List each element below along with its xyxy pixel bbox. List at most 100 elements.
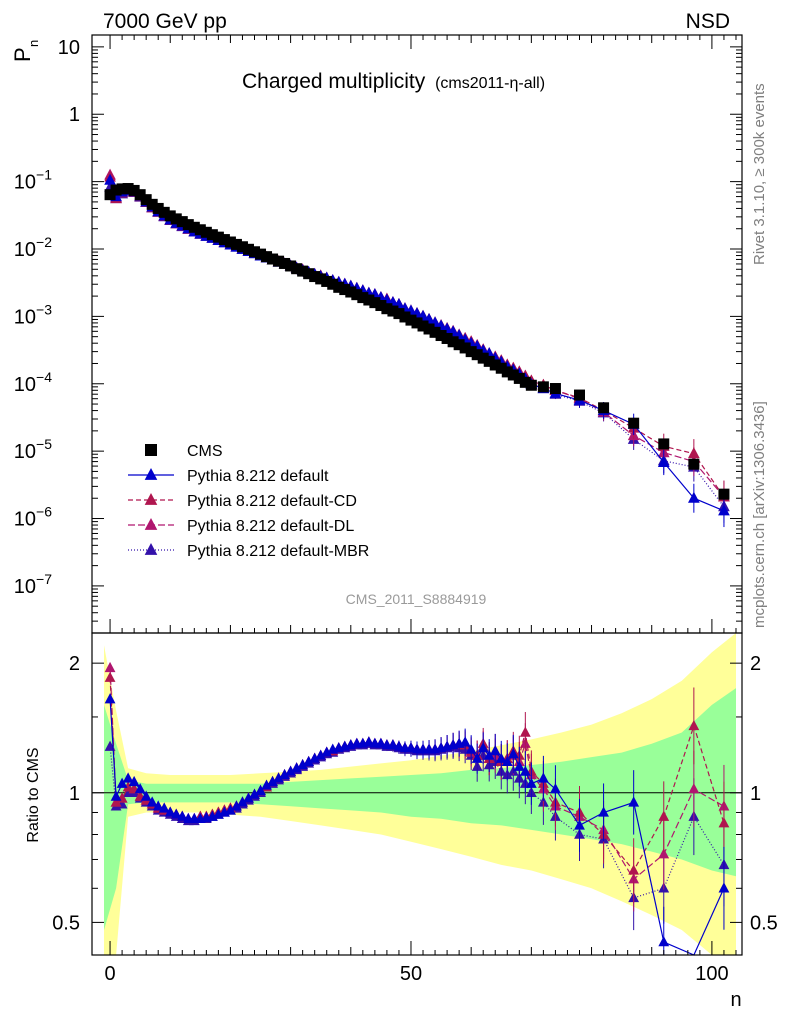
ratio-uncertainty-bands xyxy=(104,633,736,955)
cms-marker xyxy=(194,224,206,236)
analysis-watermark: CMS_2011_S8884919 xyxy=(346,591,487,607)
legend-entry-default: Pythia 8.212 default xyxy=(128,468,329,485)
ratio-ytick-label: 2 xyxy=(69,653,80,675)
main-ytick-exp: −3 xyxy=(36,301,52,317)
ratio-marker-cd xyxy=(688,719,700,731)
cms-marker xyxy=(718,488,730,500)
ratio-marker-default xyxy=(273,772,284,783)
cms-marker xyxy=(519,376,531,388)
legend-entry-cd: Pythia 8.212 default-CD xyxy=(128,493,357,510)
cms-marker xyxy=(249,246,260,258)
chart-title: Charged multiplicity (cms2011-η-all) xyxy=(242,70,545,93)
cms-marker xyxy=(574,389,585,401)
cms-marker xyxy=(435,330,447,342)
ratio-marker-default xyxy=(550,783,561,794)
main-ytick-label: 1 xyxy=(69,104,80,126)
ratio-marker-default xyxy=(309,752,321,763)
cms-marker xyxy=(315,273,327,285)
ratio-marker-default xyxy=(628,796,640,807)
ratio-marker-default xyxy=(658,936,670,947)
ratio-marker-default xyxy=(122,772,134,783)
ratio-marker-default xyxy=(465,743,477,754)
cms-marker xyxy=(387,305,399,317)
ratio-marker-default xyxy=(261,779,272,790)
ratio-marker-default xyxy=(267,775,278,787)
main-ytick-exp: −7 xyxy=(36,571,52,587)
cms-marker xyxy=(501,366,513,378)
legend: CMS Pythia 8.212 default Pythia 8.212 defa… xyxy=(128,443,369,560)
cms-marker xyxy=(285,260,297,272)
cms-marker xyxy=(375,300,387,312)
cms-marker xyxy=(345,286,357,298)
cms-marker xyxy=(399,311,411,323)
ratio-marker-default xyxy=(164,806,176,817)
cms-marker xyxy=(261,251,273,263)
cms-marker xyxy=(140,194,152,206)
ratio-marker-cd xyxy=(122,781,134,792)
cms-marker xyxy=(688,458,700,470)
ratio-ytick-label-right: 2 xyxy=(750,653,761,675)
ratio-marker-default xyxy=(495,752,507,763)
cms-marker xyxy=(267,253,279,265)
ratio-marker-dl xyxy=(688,783,700,794)
ratio-marker-default xyxy=(537,772,549,783)
ratio-marker-default xyxy=(598,806,609,817)
ratio-marker-default xyxy=(249,788,260,799)
cms-marker xyxy=(411,317,423,329)
cms-marker xyxy=(423,323,435,335)
main-ytick-exp: −5 xyxy=(36,436,52,452)
legend-entry-mbr: Pythia 8.212 default-MBR xyxy=(128,543,369,560)
ratio-marker-default xyxy=(513,760,525,771)
ratio-marker-default xyxy=(279,768,290,780)
cms-marker xyxy=(459,342,471,354)
cms-marker xyxy=(152,202,164,214)
legend-entry-dl: Pythia 8.212 default-DL xyxy=(128,518,354,535)
ratio-marker-default xyxy=(255,784,266,796)
cms-marker xyxy=(453,339,465,351)
ratio-marker-default xyxy=(104,693,116,704)
cms-marker xyxy=(393,308,405,320)
ratio-frame xyxy=(91,632,743,956)
cms-marker xyxy=(447,336,459,348)
legend-marker-dl xyxy=(144,518,158,530)
ratio-marker-default xyxy=(231,800,242,811)
cms-marker xyxy=(441,332,453,344)
ratio-marker-default xyxy=(225,804,236,815)
ratio-marker-cd xyxy=(104,671,116,682)
cms-marker xyxy=(170,213,182,225)
cms-marker xyxy=(188,221,200,233)
main-ytick-exp: −1 xyxy=(36,167,52,183)
cms-marker xyxy=(236,241,248,253)
main-y-label-sub: n xyxy=(26,40,41,47)
legend-marker-mbr xyxy=(144,543,158,555)
ratio-marker-cd xyxy=(718,817,730,828)
ratio-marker-default xyxy=(297,759,309,770)
main-y-label: P n xyxy=(10,40,41,62)
ratio-marker-default xyxy=(237,796,248,807)
chart-title-main: Charged multiplicity xyxy=(242,70,426,93)
cms-marker xyxy=(224,236,236,248)
cms-marker xyxy=(495,362,507,374)
ratio-marker-default xyxy=(170,808,182,819)
ratio-marker-default xyxy=(110,790,122,801)
rivet-version-label: Rivet 3.1.10, ≥ 300k events xyxy=(751,83,768,265)
ratio-series-default xyxy=(104,693,730,956)
ratio-marker-default xyxy=(574,819,585,830)
main-ytick-exp: −6 xyxy=(36,504,52,520)
cms-marker xyxy=(507,369,519,381)
main-series-layer xyxy=(104,168,730,528)
cms-marker xyxy=(513,372,525,384)
cms-marker xyxy=(146,198,158,210)
cms-marker xyxy=(357,292,369,304)
cms-marker xyxy=(381,303,393,315)
cms-marker xyxy=(321,275,333,287)
cms-marker xyxy=(206,229,218,241)
ratio-ytick-label: 1 xyxy=(69,783,80,805)
main-ytick-label: 10 xyxy=(58,37,80,59)
ratio-marker-default xyxy=(477,742,489,753)
energy-label: 7000 GeV pp xyxy=(103,10,227,33)
cms-marker xyxy=(549,383,561,395)
main-marker-default xyxy=(104,173,116,185)
ratio-marker-default xyxy=(116,777,128,788)
ratio-marker-default xyxy=(140,790,152,801)
